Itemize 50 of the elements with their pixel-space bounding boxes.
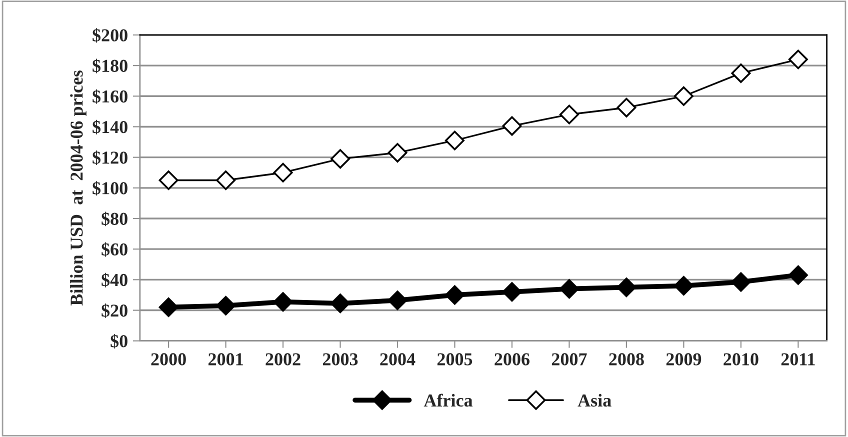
point	[502, 116, 522, 136]
point	[216, 296, 236, 316]
y-tick-label: $0	[110, 334, 128, 348]
x-tick-label: 2002	[266, 353, 300, 366]
y-tick-label: $40	[102, 272, 128, 288]
point	[616, 98, 636, 118]
point	[330, 294, 350, 314]
y-tick-label: $140	[92, 120, 128, 134]
x-tick-label: 2008	[609, 353, 644, 366]
point	[502, 282, 522, 302]
point	[674, 276, 694, 296]
y-tick-label: $20	[102, 303, 128, 318]
point	[616, 278, 636, 298]
x-tick-label: 2011	[781, 353, 815, 366]
y-axis-title: Billion USD at 2004-06 prices	[70, 70, 86, 306]
point	[731, 63, 751, 83]
x-tick-label: 2001	[208, 353, 243, 366]
point	[674, 86, 694, 106]
point	[788, 50, 808, 70]
x-tick-label: 2004	[380, 353, 416, 366]
point	[388, 142, 408, 162]
point	[731, 272, 751, 292]
point	[216, 170, 236, 190]
point	[273, 292, 293, 312]
y-tick-label: $60	[102, 242, 128, 257]
y-tick-label: $100	[92, 181, 128, 196]
x-tick-label: 2007	[552, 353, 587, 366]
x-tick-label: 2009	[666, 353, 702, 366]
y-tick-label: $180	[92, 58, 128, 74]
point	[330, 149, 350, 169]
point	[444, 285, 464, 305]
point	[559, 104, 579, 124]
point	[444, 130, 464, 150]
x-tick-label: 2000	[151, 353, 186, 366]
x-tick-label: 2006	[494, 353, 530, 366]
point	[559, 279, 579, 299]
y-tick-label: $120	[92, 150, 128, 165]
legend-label: Africa	[424, 394, 473, 407]
x-tick-label: 2003	[322, 353, 358, 366]
x-tick-label: 2010	[724, 353, 758, 366]
point	[273, 162, 293, 182]
point	[388, 290, 408, 310]
y-tick-label: $80	[102, 212, 128, 226]
point	[158, 297, 178, 317]
point	[788, 265, 808, 285]
point	[158, 170, 178, 190]
x-tick-label: 2005	[437, 353, 472, 366]
legend-label: Asia	[578, 394, 612, 407]
y-tick-label: $200	[92, 28, 128, 43]
y-tick-label: $160	[92, 89, 128, 104]
